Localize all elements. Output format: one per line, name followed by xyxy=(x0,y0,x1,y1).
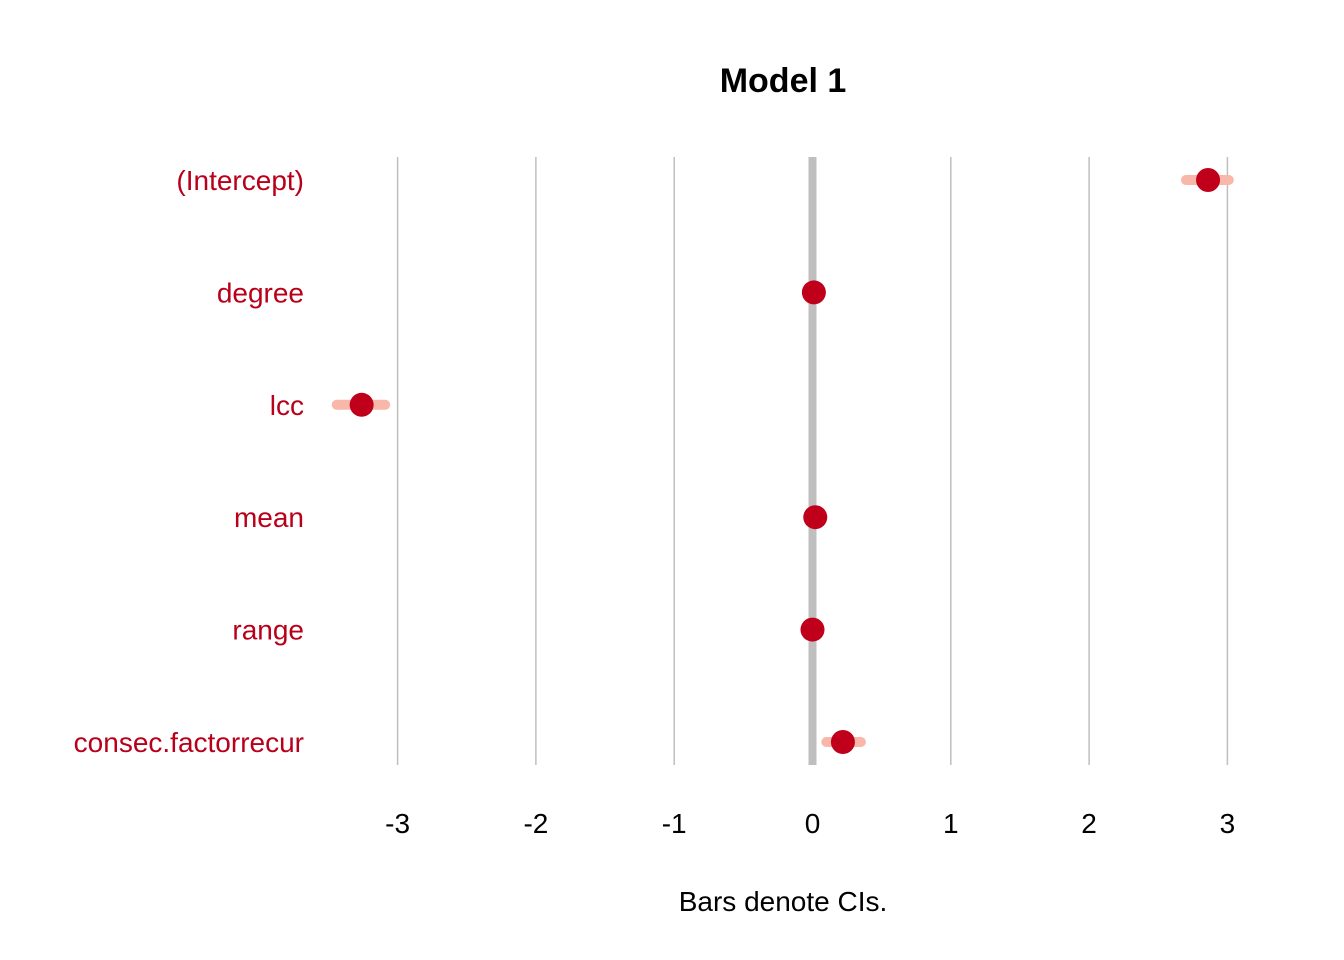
coefficient-label: degree xyxy=(217,277,304,308)
coefficient-point xyxy=(803,505,828,530)
coefficient-label: mean xyxy=(234,502,304,533)
coefficient-label: (Intercept) xyxy=(176,165,304,196)
coefficient-point xyxy=(1196,168,1221,192)
coefficient-point xyxy=(801,280,826,305)
chart-title: Model 1 xyxy=(720,62,847,100)
coefficient-labels: (Intercept) degree lcc mean range consec.fact… xyxy=(74,165,304,758)
coefficient-points xyxy=(349,168,1221,754)
coefficient-label: consec.factorrecur xyxy=(74,727,304,758)
x-tick-label: -2 xyxy=(523,808,548,839)
x-tick-label: 3 xyxy=(1220,808,1236,839)
confidence-intervals xyxy=(331,175,1234,747)
x-axis-ticks: -3 -2 -1 0 1 2 3 xyxy=(385,808,1235,839)
x-tick-label: -1 xyxy=(662,808,687,839)
x-tick-label: 1 xyxy=(943,808,959,839)
coefficient-point xyxy=(800,617,825,642)
coefficient-point xyxy=(349,392,374,417)
x-tick-label: 2 xyxy=(1081,808,1097,839)
coefficient-point xyxy=(830,730,855,754)
x-axis-label: Bars denote CIs. xyxy=(679,886,888,917)
x-tick-label: 0 xyxy=(805,808,821,839)
coefficient-label: lcc xyxy=(270,390,304,421)
coefficient-label: range xyxy=(232,615,304,646)
x-tick-label: -3 xyxy=(385,808,410,839)
grid-lines xyxy=(396,157,1229,765)
